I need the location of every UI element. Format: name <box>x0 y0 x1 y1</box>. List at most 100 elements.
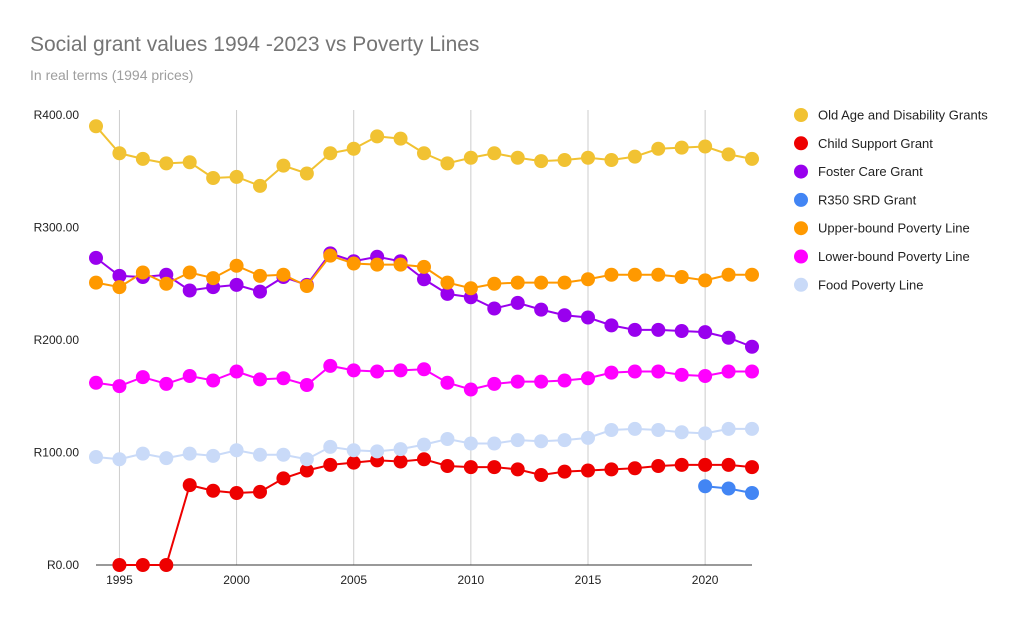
data-point <box>112 146 127 161</box>
data-point <box>229 277 244 292</box>
data-point <box>463 150 478 165</box>
data-point <box>417 272 431 287</box>
data-point <box>440 275 455 290</box>
data-point <box>651 423 666 437</box>
data-point <box>206 271 221 286</box>
data-point <box>417 146 431 161</box>
data-point <box>182 283 197 298</box>
data-point <box>299 279 314 293</box>
data-point <box>510 150 525 165</box>
data-point <box>534 154 549 169</box>
data-point <box>229 486 244 500</box>
data-point <box>112 452 127 467</box>
data-point <box>651 364 666 379</box>
data-point <box>604 365 619 380</box>
data-point <box>557 275 572 290</box>
data-point <box>346 141 361 156</box>
data-point <box>440 459 455 473</box>
data-point <box>674 324 689 338</box>
data-point <box>229 443 244 458</box>
data-point <box>487 376 502 391</box>
data-point <box>557 373 572 388</box>
data-point <box>89 119 103 134</box>
data-point <box>182 155 197 170</box>
data-point <box>698 273 713 288</box>
legend-label: Food Poverty Line <box>818 277 924 292</box>
data-point <box>745 151 759 166</box>
data-point <box>487 301 502 316</box>
data-point <box>393 442 408 457</box>
data-point <box>721 147 736 162</box>
data-point <box>557 153 572 167</box>
data-point <box>557 308 572 323</box>
data-point <box>627 364 642 379</box>
data-point <box>89 250 103 265</box>
data-point <box>581 430 595 445</box>
y-tick-label: R0.00 <box>47 558 79 572</box>
data-point <box>159 558 174 572</box>
data-point <box>229 258 244 273</box>
data-point <box>135 265 150 280</box>
data-point <box>112 268 127 283</box>
y-tick-label: R400.00 <box>34 108 80 122</box>
data-point <box>417 362 431 377</box>
data-point <box>674 367 689 382</box>
legend-label: Foster Care Grant <box>818 164 923 179</box>
data-point <box>253 484 267 499</box>
chart-title: Social grant values 1994 -2023 vs Povert… <box>30 33 480 56</box>
data-point <box>440 375 455 390</box>
data-point <box>487 460 502 475</box>
x-tick-label: 1995 <box>106 573 133 587</box>
data-point <box>745 267 759 282</box>
series-6 <box>89 421 759 467</box>
data-point <box>651 459 666 473</box>
data-point <box>370 257 385 272</box>
data-point <box>253 284 267 299</box>
data-point <box>651 141 666 156</box>
data-point <box>135 558 150 572</box>
data-point <box>206 171 221 185</box>
data-point <box>276 267 291 282</box>
data-point <box>159 276 174 291</box>
data-point <box>487 276 502 291</box>
data-point <box>206 448 221 463</box>
data-point <box>534 434 549 449</box>
data-point <box>253 268 267 283</box>
data-point <box>346 363 361 378</box>
data-point <box>440 156 455 171</box>
y-tick-label: R100.00 <box>34 446 80 460</box>
series-5 <box>89 358 759 397</box>
data-point <box>534 468 549 482</box>
data-point <box>604 423 619 437</box>
data-point <box>651 267 666 282</box>
y-tick-label: R300.00 <box>34 221 80 235</box>
data-point <box>581 272 595 287</box>
series-3 <box>698 479 759 500</box>
data-point <box>627 461 642 476</box>
data-point <box>698 457 713 472</box>
data-point <box>299 463 314 478</box>
data-point <box>510 374 525 389</box>
data-point <box>627 267 642 282</box>
data-point <box>581 371 595 386</box>
data-point <box>370 129 385 144</box>
data-point <box>323 248 338 263</box>
x-tick-label: 2015 <box>575 573 602 587</box>
data-point <box>393 257 408 272</box>
legend-label: Child Support Grant <box>818 136 933 151</box>
data-point <box>299 452 314 467</box>
data-point <box>323 146 338 161</box>
data-point <box>721 481 736 496</box>
data-point <box>112 379 127 394</box>
data-point <box>487 436 502 451</box>
data-point <box>112 280 127 295</box>
data-point <box>112 558 127 572</box>
data-point <box>323 358 338 373</box>
series-4 <box>89 248 759 296</box>
data-point <box>323 457 338 472</box>
data-point <box>299 166 314 181</box>
x-tick-label: 2000 <box>223 573 250 587</box>
data-point <box>745 339 759 354</box>
